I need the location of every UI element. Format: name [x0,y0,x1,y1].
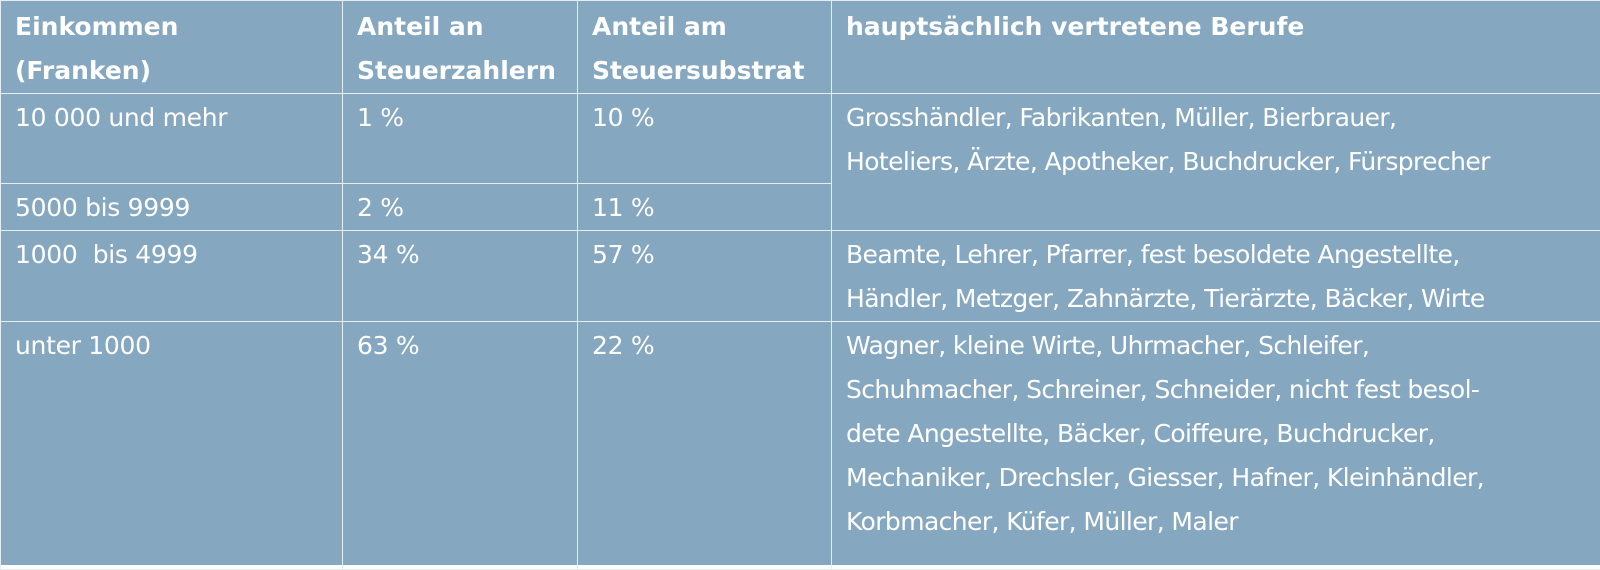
cell-occupations: Wagner, kleine Wirte, Uhrmacher, Schleif… [832,322,1600,570]
cell-occupations: Beamte, Lehrer, Pfarrer, fest besoldete … [832,231,1600,322]
table-row: 10 000 und mehr 1 % 10 % Grosshändler, F… [1,94,1600,184]
cell-income: 5000 bis 9999 [1,184,343,231]
cell-income: 1000 bis 4999 [1,231,343,322]
cell-share-tax-substrate: 10 % [578,94,832,184]
table-row: 1000 bis 4999 34 % 57 % Beamte, Lehrer, … [1,231,1600,322]
cell-share-taxpayers: 2 % [343,184,578,231]
cell-occupations: Grosshändler, Fabrikanten, Müller, Bierb… [832,94,1600,231]
cell-share-taxpayers: 1 % [343,94,578,184]
cell-share-tax-substrate: 11 % [578,184,832,231]
header-occupations: hauptsächlich vertretene Berufe [832,1,1600,94]
cell-income: 10 000 und mehr [1,94,343,184]
cell-share-taxpayers: 34 % [343,231,578,322]
header-income: Einkommen(Franken) [1,1,343,94]
cell-share-tax-substrate: 57 % [578,231,832,322]
cell-share-tax-substrate: 22 % [578,322,832,570]
cell-income: unter 1000 [1,322,343,570]
table-row: unter 1000 63 % 22 % Wagner, kleine Wirt… [1,322,1600,570]
cell-share-taxpayers: 63 % [343,322,578,570]
